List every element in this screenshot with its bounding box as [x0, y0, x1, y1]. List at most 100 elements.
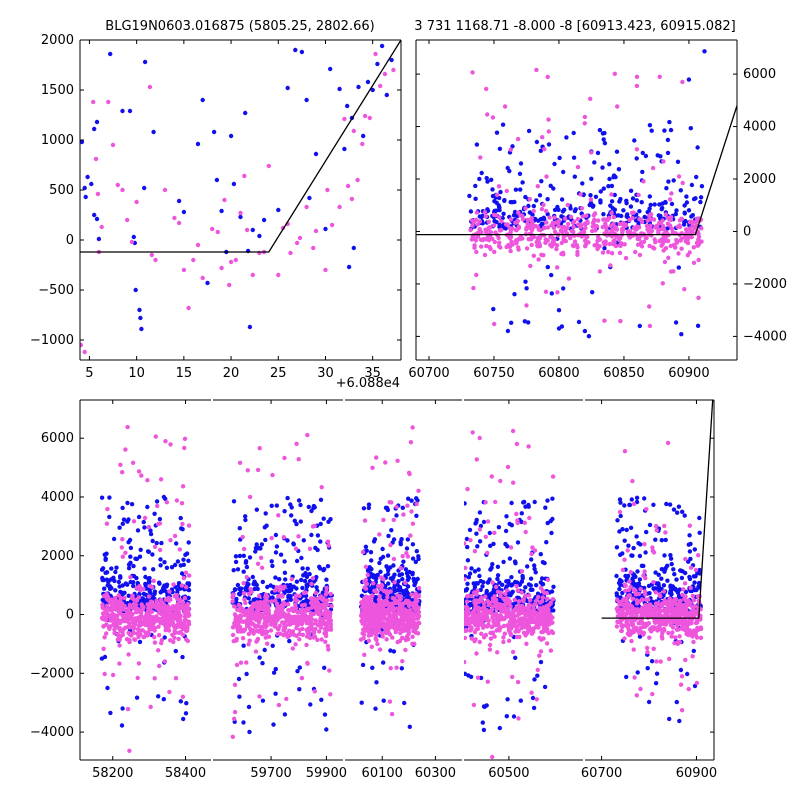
data-point-series-a: [616, 580, 622, 586]
data-point-series-b: [648, 217, 653, 222]
data-point-series-a: [601, 212, 606, 217]
data-point-series-b: [106, 99, 111, 105]
data-point-series-b: [473, 637, 478, 642]
data-point-series-b: [623, 255, 629, 261]
data-point-series-a: [385, 571, 391, 577]
data-point-series-a: [662, 569, 667, 574]
data-point-series-b: [275, 594, 281, 599]
data-point-series-a: [321, 568, 326, 573]
data-point-series-b: [100, 611, 106, 616]
data-point-series-b: [403, 647, 408, 653]
data-point-series-a: [181, 562, 186, 567]
data-point-series-b: [288, 250, 293, 256]
data-point-series-b: [151, 578, 156, 584]
data-point-series-a: [262, 647, 267, 653]
data-point-series-a: [300, 585, 305, 591]
data-point-series-b: [241, 629, 246, 634]
data-point-series-b: [647, 304, 652, 309]
data-point-series-a: [176, 198, 182, 204]
data-point-series-b: [164, 618, 170, 623]
data-point-series-a: [241, 553, 246, 558]
data-point-series-b: [351, 128, 356, 134]
data-point-series-a: [664, 226, 670, 231]
data-point-series-a: [589, 176, 594, 181]
data-point-series-b: [289, 577, 294, 582]
data-point-series-b: [173, 624, 178, 629]
data-point-series-b: [398, 565, 403, 571]
data-point-series-a: [294, 579, 300, 584]
data-point-series-b: [529, 237, 534, 242]
data-point-series-a: [548, 183, 553, 188]
data-point-series-b: [142, 618, 147, 623]
data-point-series-a: [658, 213, 663, 219]
data-point-series-b: [177, 547, 182, 552]
data-point-series-b: [325, 539, 331, 544]
data-point-series-a: [105, 685, 110, 691]
data-point-series-b: [380, 634, 385, 639]
data-point-series-a: [256, 545, 262, 551]
data-point-series-a: [257, 655, 262, 660]
data-point-series-a: [120, 108, 125, 114]
data-point-series-a: [138, 315, 143, 321]
data-point-series-a: [664, 186, 669, 191]
data-point-series-b: [106, 612, 111, 617]
data-point-series-a: [634, 198, 639, 203]
data-point-series-a: [317, 564, 322, 569]
data-point-series-a: [617, 497, 623, 502]
data-point-series-b: [565, 225, 570, 231]
data-point-series-b: [676, 174, 682, 179]
data-point-series-b: [405, 614, 410, 619]
data-point-series-b: [674, 237, 679, 243]
data-point-series-b: [524, 227, 529, 232]
data-point-series-b: [112, 630, 117, 636]
data-point-series-b: [413, 593, 418, 598]
y-tick-label: 0: [66, 608, 74, 623]
data-point-series-a: [691, 648, 696, 654]
data-point-series-a: [588, 200, 594, 206]
data-point-series-b: [475, 222, 480, 227]
data-point-series-b: [260, 601, 266, 606]
data-point-series-b: [387, 699, 393, 704]
data-point-series-a: [247, 555, 253, 560]
data-point-series-b: [668, 269, 674, 274]
data-point-series-b: [323, 603, 328, 608]
data-point-series-b: [282, 626, 288, 631]
data-point-series-b: [134, 608, 139, 613]
data-point-series-b: [180, 521, 185, 527]
data-point-series-a: [647, 522, 653, 528]
data-point-series-b: [568, 214, 574, 220]
data-point-series-b: [597, 237, 603, 242]
data-point-series-b: [506, 243, 511, 248]
data-point-series-b: [466, 594, 471, 599]
data-point-series-b: [408, 602, 413, 607]
data-point-series-a: [85, 174, 90, 180]
data-point-series-b: [127, 748, 132, 753]
data-point-series-b: [122, 603, 127, 609]
data-point-series-a: [485, 580, 491, 585]
data-point-series-a: [308, 702, 313, 707]
data-point-series-b: [575, 216, 581, 222]
data-point-series-b: [520, 213, 525, 219]
data-point-series-a: [545, 498, 550, 503]
data-point-series-b: [514, 441, 520, 447]
data-point-series-a: [161, 697, 166, 702]
data-point-series-b: [127, 602, 133, 608]
data-point-series-b: [375, 583, 381, 589]
data-point-series-b: [177, 597, 183, 602]
data-point-series-b: [495, 605, 500, 611]
data-point-series-b: [369, 644, 374, 649]
data-point-series-a: [523, 504, 528, 509]
data-point-series-a: [111, 536, 117, 542]
data-point-series-a: [485, 179, 490, 184]
data-point-series-a: [693, 587, 698, 593]
data-point-series-b: [464, 620, 467, 625]
data-point-series-a: [513, 187, 519, 192]
data-point-series-a: [634, 495, 640, 500]
data-point-series-a: [142, 525, 147, 530]
data-point-series-a: [297, 665, 302, 670]
data-point-series-a: [549, 291, 554, 296]
data-point-series-a: [154, 540, 159, 546]
data-point-series-a: [688, 556, 693, 562]
data-point-series-a: [288, 582, 293, 588]
data-point-series-b: [233, 257, 238, 263]
